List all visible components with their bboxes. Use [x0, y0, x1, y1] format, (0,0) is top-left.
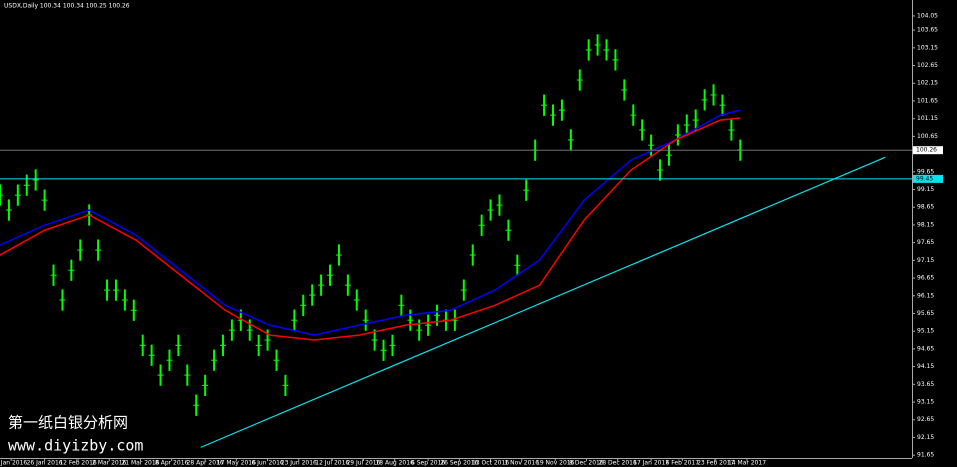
y-tick-label: 92.15: [917, 434, 934, 441]
watermark: www.diyizby.com: [8, 437, 143, 455]
y-tick-label: 96.15: [917, 292, 934, 299]
x-tick-label: 8 Apr 2016: [155, 460, 188, 467]
x-tick-label: 23 Feb 2017: [697, 460, 735, 467]
y-tick-label: 94.15: [917, 363, 934, 370]
x-tick-label: 21 Mar 2016: [121, 460, 159, 467]
chart-title: USDX,Daily 100.34 100.34 100.25 100.26: [4, 3, 130, 10]
current-price-box: [913, 146, 943, 155]
moving-average: [0, 117, 741, 341]
y-tick-label: 98.15: [917, 221, 934, 228]
watermark: 第一纸白银分析网: [8, 414, 128, 432]
y-tick-label: 99.65: [917, 168, 934, 175]
x-tick-label: 6 Jun 2016: [251, 460, 283, 467]
trendline: [200, 156, 886, 448]
y-tick-label: 102.65: [917, 62, 938, 69]
y-tick-label: 97.15: [917, 257, 934, 264]
x-tick-label: 17 May 2016: [217, 460, 256, 467]
y-tick-label: 95.65: [917, 310, 934, 317]
y-tick-label: 94.65: [917, 345, 934, 352]
y-tick-label: 92.65: [917, 416, 934, 423]
x-tick-label: 6 Jan 2016: [0, 460, 27, 467]
y-tick-label: 98.65: [917, 204, 934, 211]
x-tick-label: 26 Jan 2016: [27, 460, 63, 467]
y-tick-label: 99.15: [917, 186, 934, 193]
x-tick-label: 29 Jul 2016: [346, 460, 380, 467]
support-label: 99.45: [916, 175, 933, 182]
x-tick-label: 28 Apr 2016: [187, 460, 224, 467]
x-tick-label: 18 Aug 2016: [375, 460, 414, 467]
support-label-box: [913, 174, 943, 183]
y-tick-label: 91.65: [917, 452, 934, 459]
x-tick-label: 13 Oct 2016: [472, 460, 509, 467]
y-tick-label: 93.65: [917, 381, 934, 388]
y-tick-label: 104.05: [917, 12, 938, 19]
x-tick-label: 23 Jun 2016: [281, 460, 317, 467]
x-tick-label: 12 Feb 2016: [59, 460, 97, 467]
y-tick-label: 103.15: [917, 44, 938, 51]
y-tick-label: 93.15: [917, 399, 934, 406]
x-tick-label: 19 Nov 2016: [536, 460, 575, 467]
x-tick-label: 1 Nov 2016: [504, 460, 539, 467]
x-tick-label: 14 Mar 2017: [728, 460, 766, 467]
moving-average: [0, 109, 741, 336]
y-tick-label: 101.65: [917, 97, 938, 104]
y-tick-label: 97.65: [917, 239, 934, 246]
x-tick-label: 12 Jul 2016: [315, 460, 349, 467]
y-tick-label: 103.65: [917, 27, 938, 34]
y-tick-label: 101.15: [917, 115, 938, 122]
x-tick-label: 17 Jan 2017: [633, 460, 669, 467]
y-tick-label: 95.15: [917, 328, 934, 335]
y-tick-label: 96.65: [917, 275, 934, 282]
x-tick-label: 6 Feb 2017: [666, 460, 700, 467]
y-tick-label: 100.65: [917, 133, 938, 140]
x-tick-label: 2 Mar 2016: [92, 460, 126, 467]
x-tick-label: 26 Sep 2016: [440, 460, 478, 467]
x-tick-label: 8 Dec 2016: [569, 460, 604, 467]
y-tick-label: 102.15: [917, 80, 938, 87]
x-tick-label: 28 Dec 2016: [598, 460, 637, 467]
x-tick-label: 6 Sep 2016: [411, 460, 445, 467]
current-price-label: 100.26: [916, 147, 937, 154]
